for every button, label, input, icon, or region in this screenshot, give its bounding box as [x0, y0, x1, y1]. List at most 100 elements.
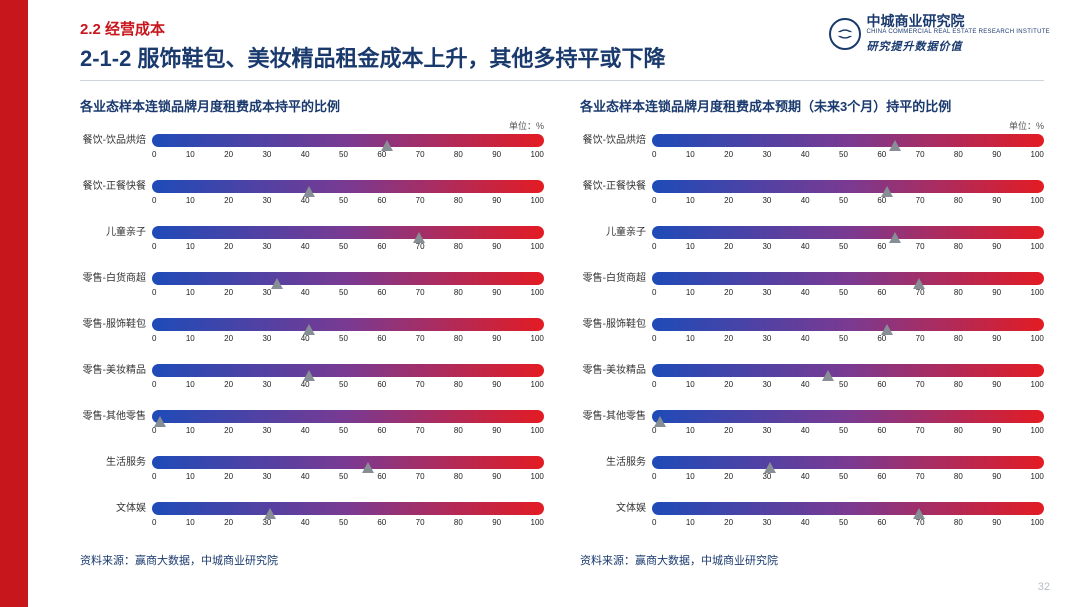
tick-label: 100: [531, 150, 544, 159]
tick-label: 90: [992, 380, 1001, 389]
slider-marker: [822, 370, 834, 381]
tick-label: 0: [652, 426, 656, 435]
slider-ticks: 0102030405060708090100: [652, 426, 1044, 435]
tick-label: 80: [454, 518, 463, 527]
slider: 0102030405060708090100: [152, 134, 544, 159]
tick-label: 30: [262, 288, 271, 297]
tick-label: 40: [301, 518, 310, 527]
slider-ticks: 0102030405060708090100: [152, 288, 544, 297]
tick-label: 100: [531, 334, 544, 343]
slider-marker: [264, 508, 276, 519]
slider-marker: [764, 462, 776, 473]
slider: 0102030405060708090100: [152, 456, 544, 481]
slider-marker: [413, 232, 425, 243]
tick-label: 70: [416, 288, 425, 297]
tick-label: 80: [954, 196, 963, 205]
slider-ticks: 0102030405060708090100: [152, 518, 544, 527]
slider-row: 生活服务0102030405060708090100: [80, 456, 544, 502]
tick-label: 40: [301, 426, 310, 435]
slider-marker: [303, 324, 315, 335]
logo-tagline: 研究提升数据价值: [867, 38, 1050, 54]
tick-label: 60: [377, 472, 386, 481]
tick-label: 20: [724, 150, 733, 159]
tick-label: 40: [801, 242, 810, 251]
tick-label: 20: [224, 288, 233, 297]
tick-label: 0: [652, 150, 656, 159]
chart-panels: 各业态样本连锁品牌月度租费成本持平的比例 单位：% 餐饮-饮品烘焙0102030…: [80, 96, 1044, 568]
tick-label: 40: [801, 472, 810, 481]
slider-row: 餐饮-正餐快餐0102030405060708090100: [580, 180, 1044, 226]
tick-label: 60: [377, 380, 386, 389]
tick-label: 100: [531, 380, 544, 389]
tick-label: 20: [724, 472, 733, 481]
slider-marker: [881, 324, 893, 335]
slider-marker: [889, 140, 901, 151]
slider: 0102030405060708090100: [652, 180, 1044, 205]
slider-row: 生活服务0102030405060708090100: [580, 456, 1044, 502]
slider-track: [652, 134, 1044, 147]
tick-label: 100: [1031, 518, 1044, 527]
tick-label: 30: [762, 196, 771, 205]
tick-label: 10: [686, 288, 695, 297]
tick-label: 70: [916, 426, 925, 435]
tick-label: 50: [339, 288, 348, 297]
tick-label: 90: [492, 334, 501, 343]
tick-label: 0: [152, 380, 156, 389]
tick-label: 50: [339, 242, 348, 251]
tick-label: 90: [992, 426, 1001, 435]
section-number: 2.2 经营成本: [80, 18, 880, 39]
left-panel-title: 各业态样本连锁品牌月度租费成本持平的比例: [80, 96, 544, 115]
slider-track: [152, 226, 544, 239]
right-source: 资料来源：赢商大数据，中城商业研究院: [580, 552, 1044, 568]
tick-label: 30: [762, 518, 771, 527]
tick-label: 40: [301, 334, 310, 343]
row-label: 生活服务: [580, 456, 652, 468]
tick-label: 10: [686, 196, 695, 205]
tick-label: 40: [801, 150, 810, 159]
tick-label: 90: [992, 242, 1001, 251]
right-panel-title: 各业态样本连锁品牌月度租费成本预期（未来3个月）持平的比例: [580, 96, 1044, 115]
slider-ticks: 0102030405060708090100: [652, 288, 1044, 297]
tick-label: 60: [377, 518, 386, 527]
slider: 0102030405060708090100: [152, 502, 544, 527]
tick-label: 70: [916, 196, 925, 205]
tick-label: 80: [954, 334, 963, 343]
tick-label: 50: [839, 242, 848, 251]
left-unit: 单位：%: [80, 119, 544, 132]
row-label: 餐饮-正餐快餐: [580, 180, 652, 192]
tick-label: 70: [416, 150, 425, 159]
slider-row: 零售-白货商超0102030405060708090100: [80, 272, 544, 318]
slider-ticks: 0102030405060708090100: [652, 472, 1044, 481]
tick-label: 90: [992, 288, 1001, 297]
tick-label: 60: [877, 380, 886, 389]
tick-label: 30: [262, 426, 271, 435]
tick-label: 20: [224, 196, 233, 205]
tick-label: 40: [801, 380, 810, 389]
tick-label: 80: [454, 150, 463, 159]
slider-row: 餐饮-正餐快餐0102030405060708090100: [80, 180, 544, 226]
slider-ticks: 0102030405060708090100: [652, 518, 1044, 527]
slider: 0102030405060708090100: [652, 226, 1044, 251]
tick-label: 10: [686, 380, 695, 389]
row-label: 文体娱: [580, 502, 652, 514]
slider-ticks: 0102030405060708090100: [652, 196, 1044, 205]
slider-track: [152, 410, 544, 423]
tick-label: 60: [877, 334, 886, 343]
tick-label: 80: [454, 426, 463, 435]
tick-label: 0: [652, 288, 656, 297]
slider-row: 文体娱0102030405060708090100: [80, 502, 544, 548]
page-title: 2-1-2 服饰鞋包、美妆精品租金成本上升，其他多持平或下降: [80, 41, 880, 73]
tick-label: 20: [724, 288, 733, 297]
slider-track: [652, 456, 1044, 469]
tick-label: 20: [224, 380, 233, 389]
tick-label: 60: [377, 196, 386, 205]
tick-label: 50: [339, 380, 348, 389]
slider-ticks: 0102030405060708090100: [152, 196, 544, 205]
tick-label: 10: [186, 242, 195, 251]
logo-name: 中城商业研究院: [867, 14, 1050, 28]
tick-label: 100: [531, 426, 544, 435]
tick-label: 90: [992, 334, 1001, 343]
tick-label: 0: [652, 242, 656, 251]
tick-label: 80: [954, 472, 963, 481]
tick-label: 10: [686, 472, 695, 481]
